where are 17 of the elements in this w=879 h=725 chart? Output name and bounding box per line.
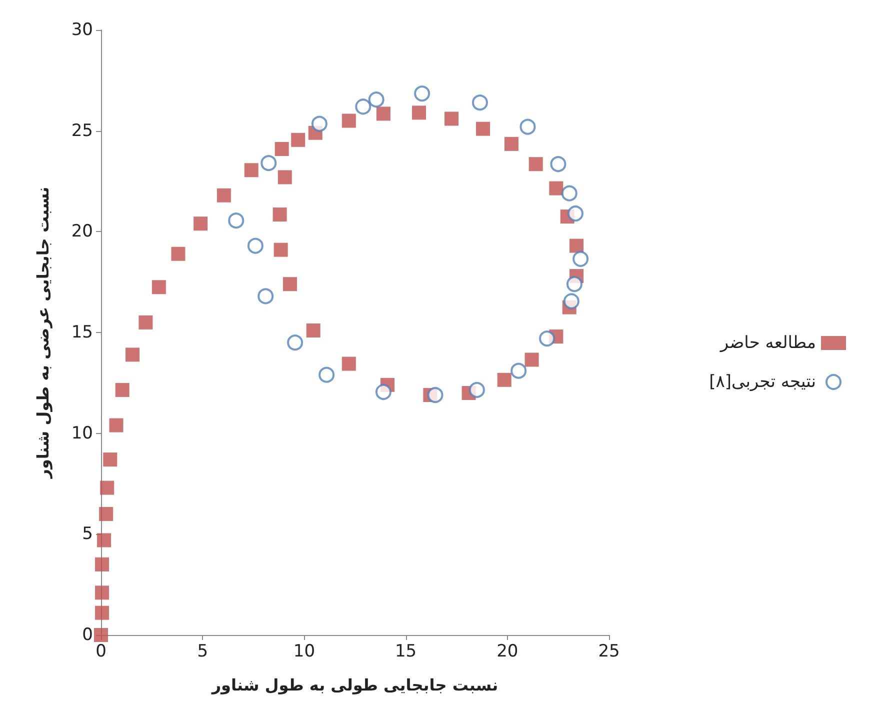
x-tick-label: 10: [293, 642, 316, 662]
y-tick-label: 20: [71, 222, 93, 242]
x-tick-label: 15: [394, 642, 417, 662]
y-tick-label: 5: [82, 524, 93, 544]
y-tick-label: 30: [71, 20, 93, 40]
x-tick-label: 5: [197, 642, 208, 662]
x-tick-label: 20: [496, 642, 518, 662]
y-tick-label: 15: [71, 322, 93, 342]
x-axis-title: نسبت جابجایی طولی به طول شناور: [210, 676, 498, 694]
x-tick-label: 0: [96, 642, 106, 662]
y-tick-label: 10: [71, 423, 93, 444]
legend-label: مطالعه حاضر: [719, 333, 816, 353]
y-tick-label: 0: [82, 625, 93, 645]
y-axis-title: نسبت جابجایی عرضی به طول شناور: [34, 186, 52, 480]
x-tick-label: 25: [598, 642, 620, 662]
y-tick-label: 25: [71, 120, 93, 141]
legend-label: نتیجه تجربی[۸]: [709, 372, 816, 392]
